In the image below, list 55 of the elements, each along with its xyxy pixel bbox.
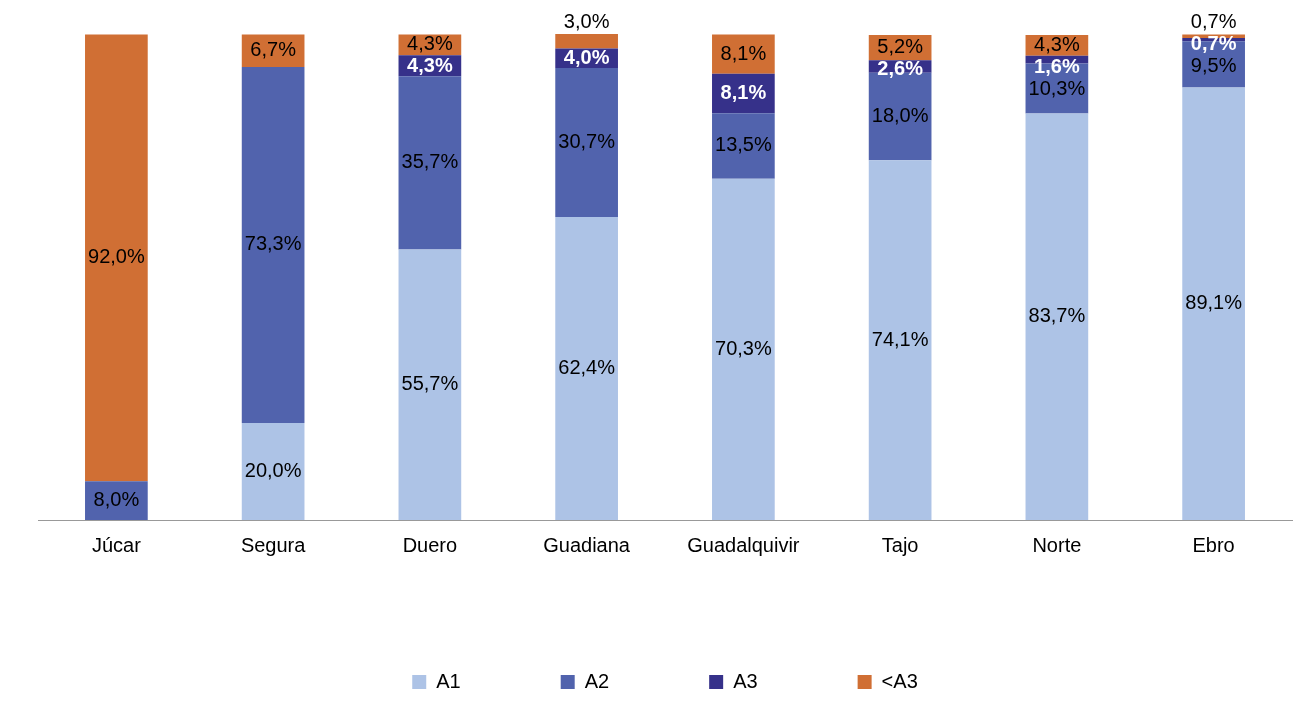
bar [241, 422, 305, 520]
data-label: 30,7% [558, 130, 616, 153]
data-label: 4,3% [407, 32, 453, 55]
bar [241, 67, 305, 423]
data-label: 5,2% [877, 35, 924, 58]
data-label: 18,0% [871, 104, 929, 127]
x-tick-label: Duero [402, 533, 458, 556]
data-label: 4,3% [1034, 32, 1080, 55]
x-tick-label: Júcar [91, 533, 142, 556]
data-label: 70,3% [715, 336, 772, 359]
bar [1182, 34, 1245, 38]
data-label: 2,6% [877, 57, 924, 80]
bar [1182, 87, 1245, 520]
bar [712, 113, 775, 179]
data-label: 13,5% [715, 133, 772, 156]
x-tick-label: Guadiana [543, 533, 631, 556]
data-label: 8,1% [720, 80, 767, 103]
data-label: 62,4% [558, 356, 616, 379]
bar [555, 34, 618, 49]
data-label: 10,3% [1028, 76, 1086, 99]
data-label: 35,7% [401, 150, 459, 173]
data-label: 74,1% [871, 327, 929, 350]
bar [398, 249, 462, 520]
bar [555, 67, 618, 218]
x-tick-label: Ebro [1192, 533, 1235, 556]
bar [85, 34, 148, 482]
data-label: 8,1% [720, 41, 767, 64]
data-label: 20,0% [244, 458, 302, 481]
data-label: 3,0% [563, 9, 610, 32]
data-label: 92,0% [88, 245, 145, 268]
bar [1025, 113, 1089, 520]
bar [712, 178, 775, 520]
legend-label: A1 [436, 669, 461, 692]
bar [868, 160, 932, 520]
data-label: 89,1% [1185, 291, 1243, 314]
data-label: 0,7% [1190, 10, 1237, 32]
legend-label: A3 [733, 669, 758, 692]
data-label: 55,7% [401, 372, 459, 395]
data-label: 83,7% [1028, 304, 1086, 327]
x-tick-label: Norte [1032, 533, 1082, 556]
data-label: 8,0% [93, 488, 140, 511]
data-label: 1,6% [1034, 54, 1080, 77]
data-label: 4,0% [563, 45, 610, 68]
data-label: 6,7% [250, 38, 297, 61]
x-tick-label: Tajo [881, 533, 919, 556]
data-label: 9,5% [1190, 54, 1237, 76]
bar [398, 76, 462, 250]
data-label: 0,7% [1190, 32, 1237, 54]
legend-label: A2 [584, 669, 610, 692]
data-label: 73,3% [244, 232, 302, 255]
legend-label: <A3 [881, 669, 918, 692]
data-label: 4,3% [407, 54, 453, 77]
bar [555, 217, 618, 520]
x-tick-label: Segura [240, 533, 307, 556]
x-tick-label: Guadalquivir [687, 533, 800, 556]
